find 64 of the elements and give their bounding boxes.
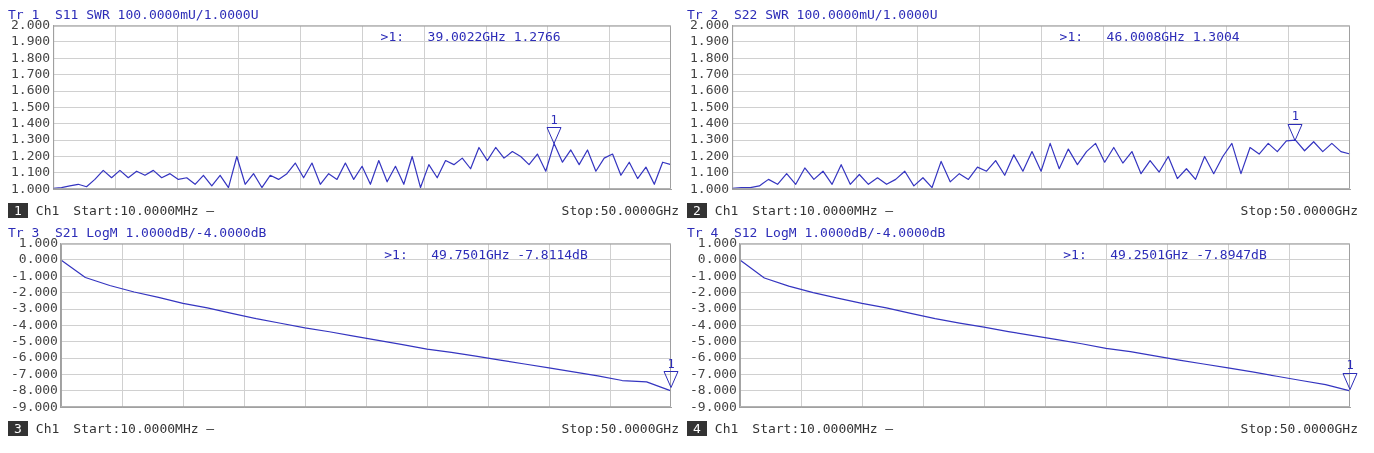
text: 1	[8, 202, 28, 218]
annotation: >1: 49.2501GHz -7.8947dB	[1063, 247, 1267, 263]
text: 2	[687, 202, 707, 218]
y-tick-label: 1.200	[689, 147, 730, 163]
text: Ch1	[714, 420, 739, 436]
y-tick-label: -9.000	[10, 398, 58, 414]
text: Stop:50.0000GHz	[1240, 202, 1358, 218]
y-tick-label: -3.000	[10, 300, 58, 316]
annotation: 1	[1346, 358, 1354, 373]
y-tick-label: -4.000	[689, 316, 737, 332]
y-tick-label: -1.000	[689, 267, 737, 283]
y-tick-label: 1.400	[10, 115, 51, 131]
y-tick-label: 1.600	[10, 82, 51, 98]
text: Ch1	[35, 420, 60, 436]
y-tick-label: -6.000	[10, 349, 58, 365]
y-tick-label: -6.000	[689, 349, 737, 365]
y-tick-label: 1.700	[10, 66, 51, 82]
y-tick-label: -5.000	[689, 333, 737, 349]
text: Ch1	[714, 202, 739, 218]
y-tick-label: 0.000	[697, 251, 737, 267]
text: Stop:50.0000GHz	[561, 202, 679, 218]
y-tick-label: 1.800	[689, 49, 730, 65]
y-tick-label: -8.000	[689, 382, 737, 398]
annotation: 1	[550, 113, 558, 128]
annotation: >1: 39.0022GHz 1.2766	[380, 29, 561, 45]
y-tick-label: 1.900	[10, 33, 51, 49]
y-tick-label: 1.800	[10, 49, 51, 65]
text: 3	[8, 420, 28, 436]
annotation: 1	[1291, 109, 1300, 124]
y-tick-label: 1.100	[689, 164, 730, 180]
y-tick-label: 1.300	[10, 131, 51, 147]
y-tick-label: 1.000	[10, 180, 51, 196]
y-tick-label: -4.000	[10, 316, 58, 332]
y-tick-label: -7.000	[689, 365, 737, 381]
y-tick-label: -8.000	[10, 382, 58, 398]
text: Stop:50.0000GHz	[561, 420, 679, 436]
y-tick-label: -3.000	[689, 300, 737, 316]
text: Start:10.0000MHz —	[73, 202, 216, 218]
text: Stop:50.0000GHz	[1240, 420, 1358, 436]
y-tick-label: 1.700	[689, 66, 730, 82]
y-tick-label: 1.100	[10, 164, 51, 180]
y-tick-label: -9.000	[689, 398, 737, 414]
text: Start:10.0000MHz —	[752, 202, 895, 218]
y-tick-label: 1.900	[689, 33, 730, 49]
y-tick-label: 1.200	[10, 147, 51, 163]
y-tick-label: 1.500	[689, 98, 730, 114]
y-tick-label: 1.600	[689, 82, 730, 98]
y-tick-label: -5.000	[10, 333, 58, 349]
text: Start:10.0000MHz —	[73, 420, 216, 436]
y-tick-label: -2.000	[10, 284, 58, 300]
text: Ch1	[35, 202, 60, 218]
y-tick-label: 1.300	[689, 131, 730, 147]
y-tick-label: -1.000	[10, 267, 58, 283]
text: 4	[687, 420, 707, 436]
annotation: >1: 49.7501GHz -7.8114dB	[384, 247, 588, 263]
y-tick-label: -7.000	[10, 365, 58, 381]
y-tick-label: -2.000	[689, 284, 737, 300]
text: Start:10.0000MHz —	[752, 420, 895, 436]
annotation: >1: 46.0008GHz 1.3004	[1059, 29, 1240, 45]
y-tick-label: 0.000	[18, 251, 58, 267]
y-tick-label: 1.400	[689, 115, 730, 131]
y-tick-label: 1.000	[689, 180, 730, 196]
y-tick-label: 1.500	[10, 98, 51, 114]
annotation: 1	[667, 356, 675, 371]
